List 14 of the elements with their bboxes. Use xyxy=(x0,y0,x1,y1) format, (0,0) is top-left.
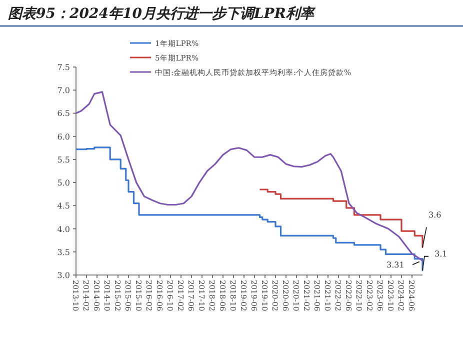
y-tick-label: 5.0 xyxy=(57,178,70,188)
annotation: 3.31 xyxy=(386,260,404,270)
y-tick-label: 7.5 xyxy=(57,63,70,72)
chart-title: 图表95：2024年10月央行进一步下调LPR利率 xyxy=(8,5,316,22)
y-tick-label: 4.5 xyxy=(57,202,70,211)
y-tick-label: 6.0 xyxy=(57,132,70,142)
y-tick-label: 7.0 xyxy=(57,86,70,96)
annotation: 3.1 xyxy=(434,249,448,258)
y-tick-label: 5.5 xyxy=(57,155,70,164)
annotation: 3.6 xyxy=(428,210,442,220)
y-tick-label: 3.0 xyxy=(57,271,70,280)
y-tick-label: 4.0 xyxy=(57,224,70,234)
y-tick-label: 3.5 xyxy=(57,248,70,257)
y-tick-label: 6.5 xyxy=(57,109,70,118)
